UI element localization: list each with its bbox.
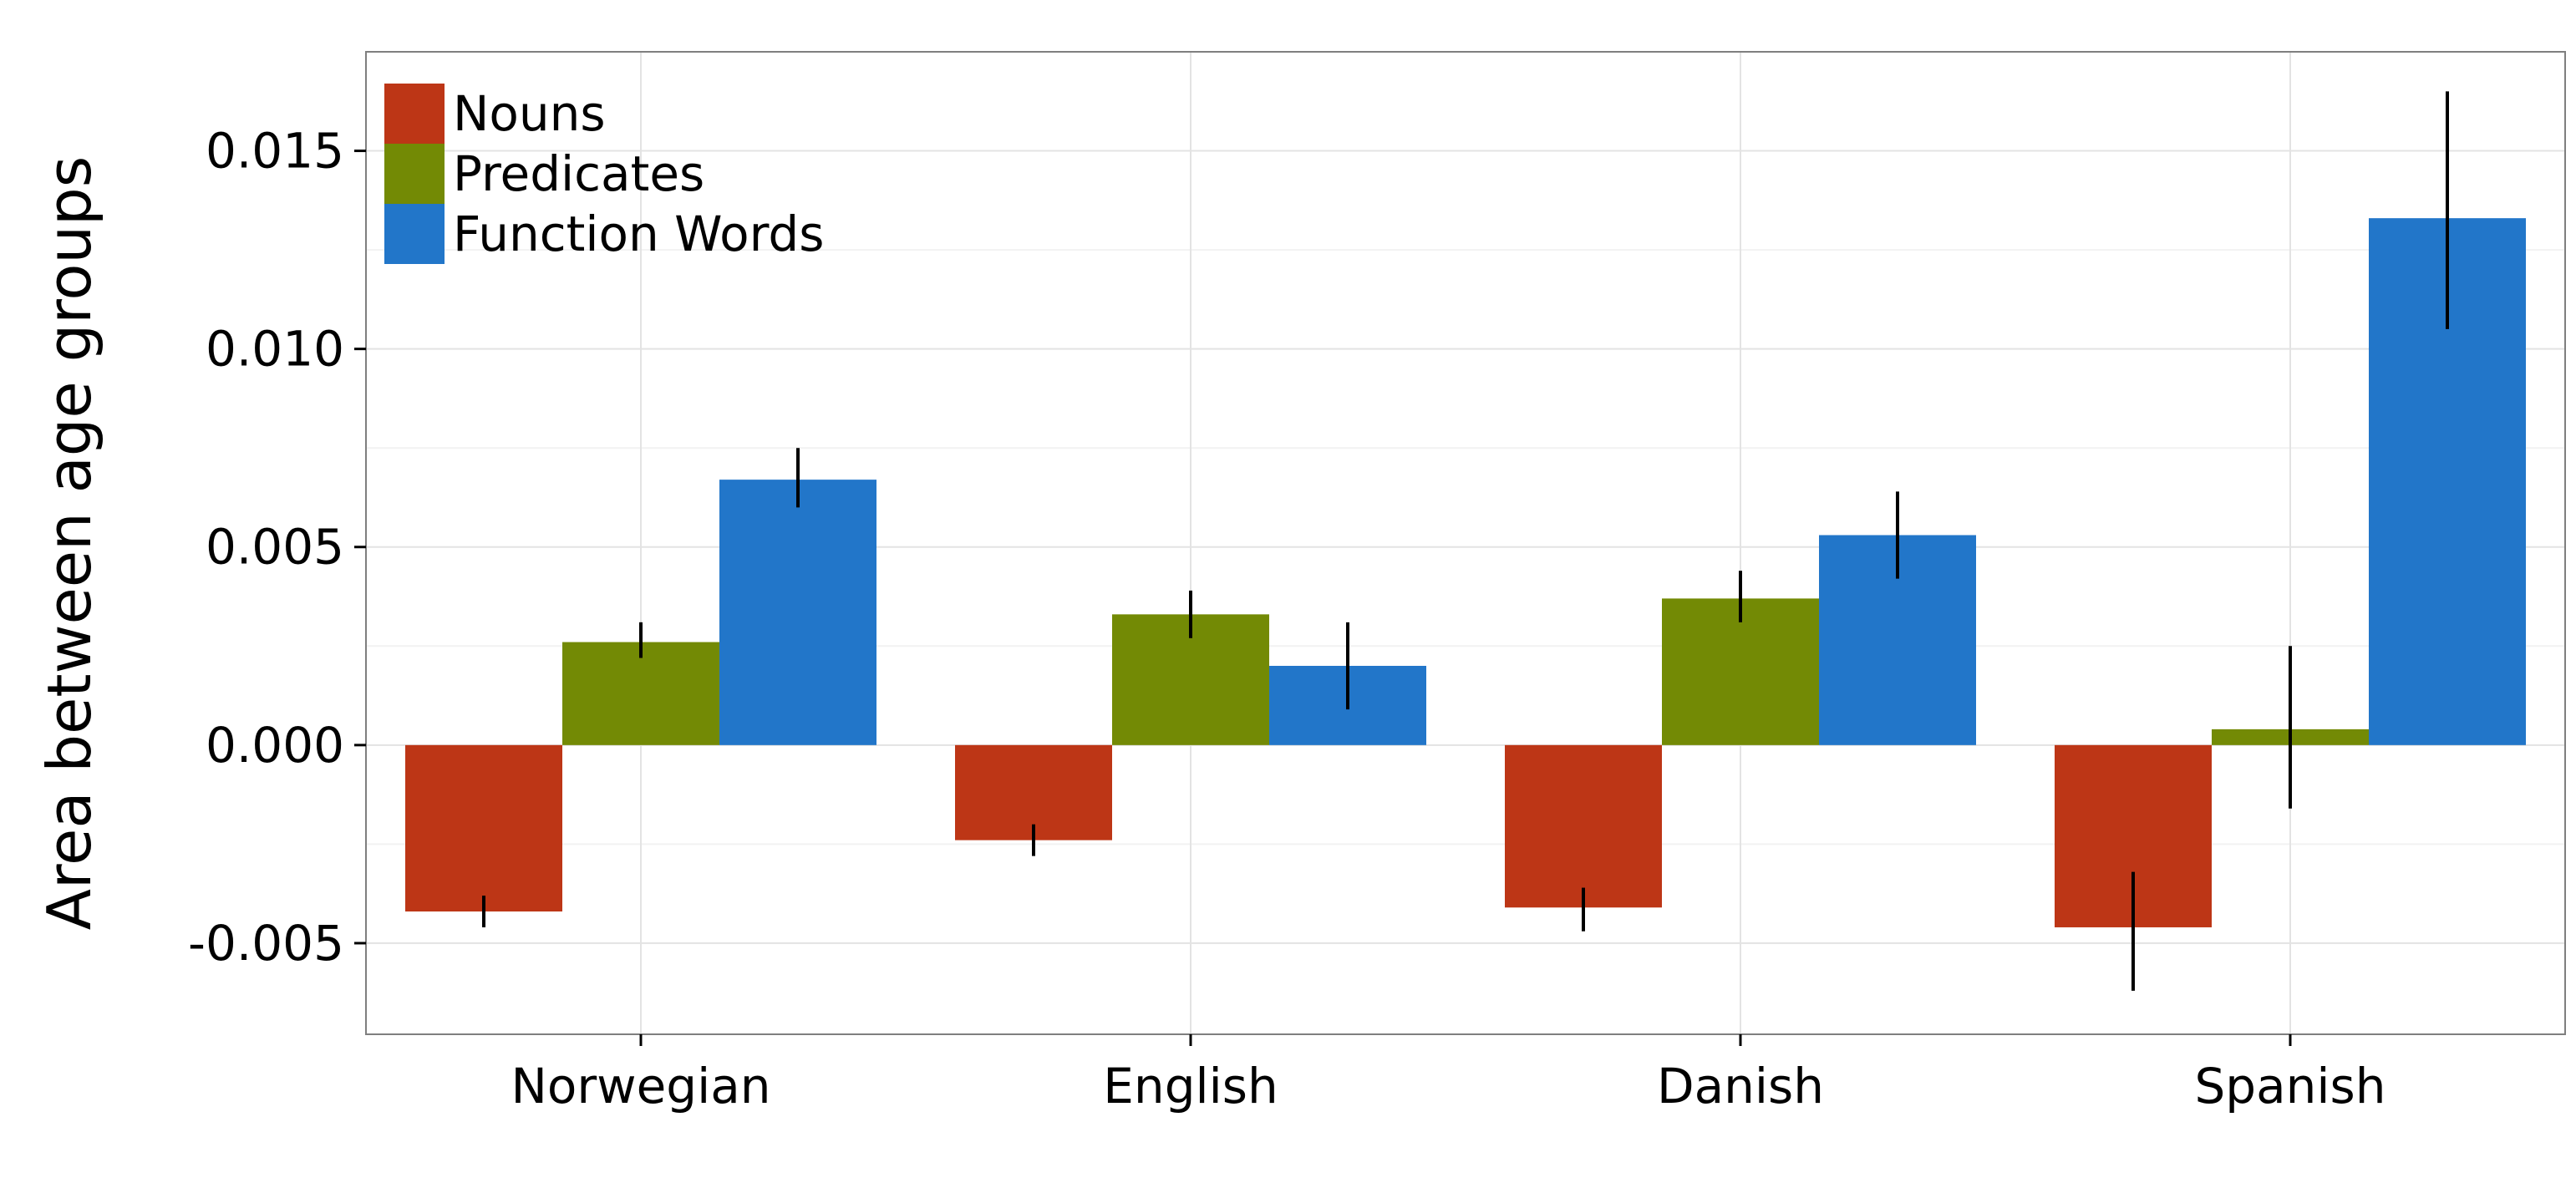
- legend-label: Predicates: [453, 145, 704, 202]
- error-bars-layer: [482, 91, 2449, 991]
- bar-nouns-norwegian: [405, 744, 562, 911]
- bar-predicates-norwegian: [562, 642, 719, 745]
- legend-key-predicates: [384, 144, 445, 204]
- legend-key-function-words: [384, 204, 445, 264]
- plot-panel-border: [365, 51, 2566, 1035]
- legend-label: Nouns: [453, 85, 606, 142]
- legend-key-nouns: [384, 84, 445, 144]
- x-tick-label: Danish: [1657, 1058, 1824, 1114]
- y-tick-label: 0.005: [206, 519, 344, 576]
- bar-nouns-danish: [1505, 744, 1662, 908]
- y-axis-title: Area between age groups: [34, 156, 104, 930]
- y-tick-label: 0.000: [206, 717, 344, 774]
- y-tick-label: 0.015: [206, 123, 344, 180]
- x-axis: Norwegian English Danish Spanish: [511, 1034, 2386, 1114]
- y-tick-label: 0.010: [206, 321, 344, 378]
- x-tick-label: English: [1103, 1058, 1278, 1114]
- x-tick-label: Spanish: [2194, 1058, 2385, 1114]
- y-axis: -0.005 0.000 0.005 0.010 0.015: [188, 123, 366, 972]
- y-tick-label: -0.005: [188, 915, 344, 972]
- x-tick-label: Norwegian: [511, 1058, 770, 1114]
- bar-predicates-danish: [1662, 598, 1819, 745]
- bar-nouns-english: [955, 744, 1112, 840]
- legend-label: Function Words: [453, 206, 824, 262]
- bar-function-words-norwegian: [719, 480, 876, 745]
